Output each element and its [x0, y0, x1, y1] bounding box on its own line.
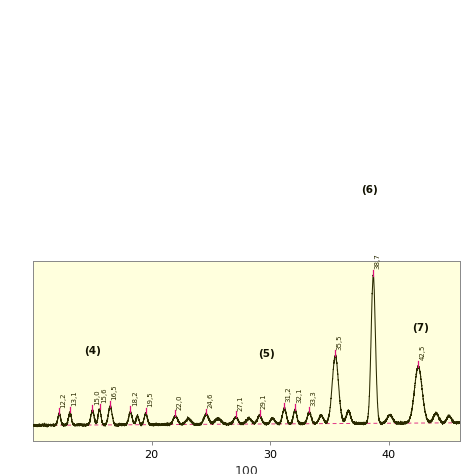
Text: 33,3: 33,3 — [310, 391, 317, 406]
Text: (4): (4) — [84, 346, 101, 356]
Text: (5): (5) — [258, 349, 275, 359]
Text: 42,5: 42,5 — [419, 345, 426, 360]
Text: 32,1: 32,1 — [296, 388, 302, 403]
Text: 31,2: 31,2 — [286, 386, 292, 402]
Text: 15,6: 15,6 — [101, 388, 107, 403]
Text: 12,2: 12,2 — [61, 392, 67, 408]
Text: 15,0: 15,0 — [94, 389, 100, 405]
Text: (7): (7) — [412, 323, 429, 333]
Text: 22,0: 22,0 — [177, 394, 183, 410]
Text: 24,6: 24,6 — [208, 392, 214, 408]
X-axis label: 100: 100 — [235, 465, 258, 474]
Text: 18,2: 18,2 — [132, 390, 138, 406]
Text: 38,7: 38,7 — [374, 254, 381, 269]
Text: 35,5: 35,5 — [337, 334, 343, 350]
Text: 19,5: 19,5 — [147, 392, 153, 407]
Text: 27,1: 27,1 — [237, 395, 243, 411]
Text: 13,1: 13,1 — [71, 391, 77, 406]
Text: (6): (6) — [361, 185, 378, 195]
Text: 29,1: 29,1 — [261, 393, 267, 409]
Text: 16,5: 16,5 — [111, 384, 118, 400]
